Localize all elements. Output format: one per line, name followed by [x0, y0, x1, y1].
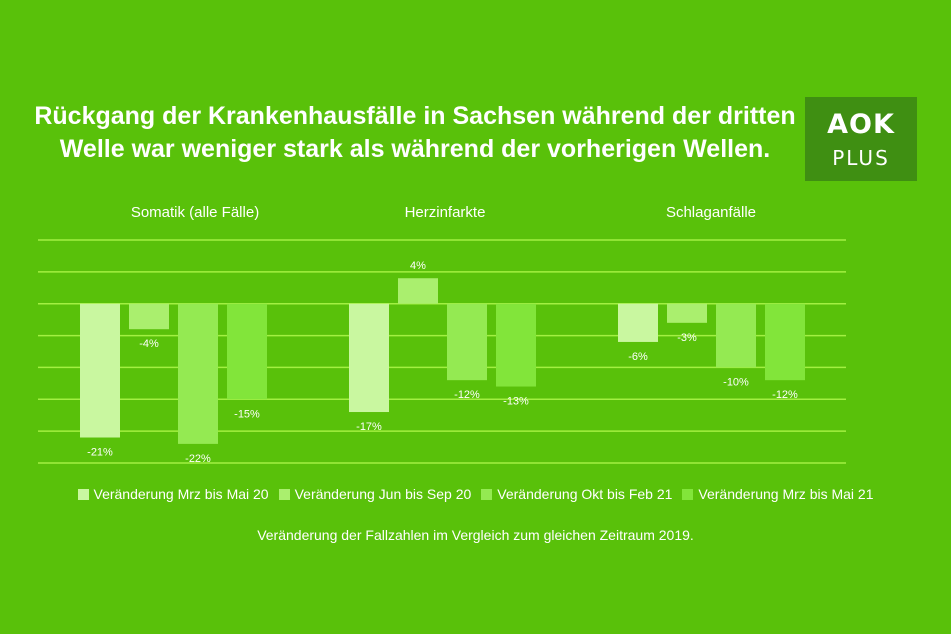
legend-swatch	[77, 488, 89, 500]
chart-title: Rückgang der Krankenhausfälle in Sachsen…	[30, 100, 800, 166]
legend-label: Veränderung Okt bis Feb 21	[497, 486, 673, 502]
data-label: -10%	[723, 376, 749, 388]
bar	[178, 303, 218, 444]
legend-swatch	[278, 488, 290, 500]
bar	[716, 303, 756, 368]
bar-chart: Somatik (alle Fälle) -21% -4% -22% -15% Herzi…	[38, 204, 846, 465]
data-label: 4%	[410, 260, 426, 272]
logo-text-plus: PLUS	[832, 146, 890, 170]
bar	[398, 278, 438, 304]
bar	[227, 303, 267, 400]
legend-swatch	[481, 488, 493, 500]
chart-legend: Veränderung Mrz bis Mai 20 Veränderung Ju…	[0, 486, 951, 502]
data-label: -22%	[185, 453, 211, 465]
bar	[496, 303, 536, 387]
category-label: Schlaganfälle	[666, 204, 756, 221]
aok-plus-logo: AOK PLUS	[805, 97, 917, 181]
bar	[129, 303, 169, 330]
chart-footnote: Veränderung der Fallzahlen im Vergleich …	[257, 527, 694, 543]
legend-label: Veränderung Jun bis Sep 20	[294, 486, 472, 502]
bar	[447, 303, 487, 381]
data-label: -15%	[234, 408, 260, 420]
legend-item: Veränderung Mrz bis Mai 21	[682, 486, 874, 502]
legend-item: Veränderung Jun bis Sep 20	[278, 486, 472, 502]
legend-label: Veränderung Mrz bis Mai 21	[698, 486, 874, 502]
bar	[765, 303, 805, 381]
data-label: -12%	[772, 389, 798, 401]
chart-title-line-2: Welle war weniger stark als während der …	[59, 135, 771, 163]
bar	[618, 303, 658, 342]
bar	[667, 303, 707, 323]
legend-item: Veränderung Mrz bis Mai 20	[77, 486, 269, 502]
data-label: -6%	[628, 351, 648, 363]
legend-label: Veränderung Mrz bis Mai 20	[93, 486, 269, 502]
category-label: Herzinfarkte	[405, 204, 486, 221]
bar	[349, 303, 389, 413]
bar	[80, 303, 120, 438]
data-label: -13%	[503, 396, 529, 408]
data-label: -4%	[139, 338, 159, 350]
legend-item: Veränderung Okt bis Feb 21	[481, 486, 672, 502]
logo-text-aok: AOK	[827, 109, 895, 140]
data-label: -17%	[356, 421, 382, 433]
legend-swatch	[682, 488, 694, 500]
chart-title-line-1: Rückgang der Krankenhausfälle in Sachsen…	[34, 102, 796, 130]
data-label: -21%	[87, 447, 113, 459]
category-label: Somatik (alle Fälle)	[131, 204, 259, 221]
data-label: -3%	[677, 332, 697, 344]
data-label: -12%	[454, 389, 480, 401]
